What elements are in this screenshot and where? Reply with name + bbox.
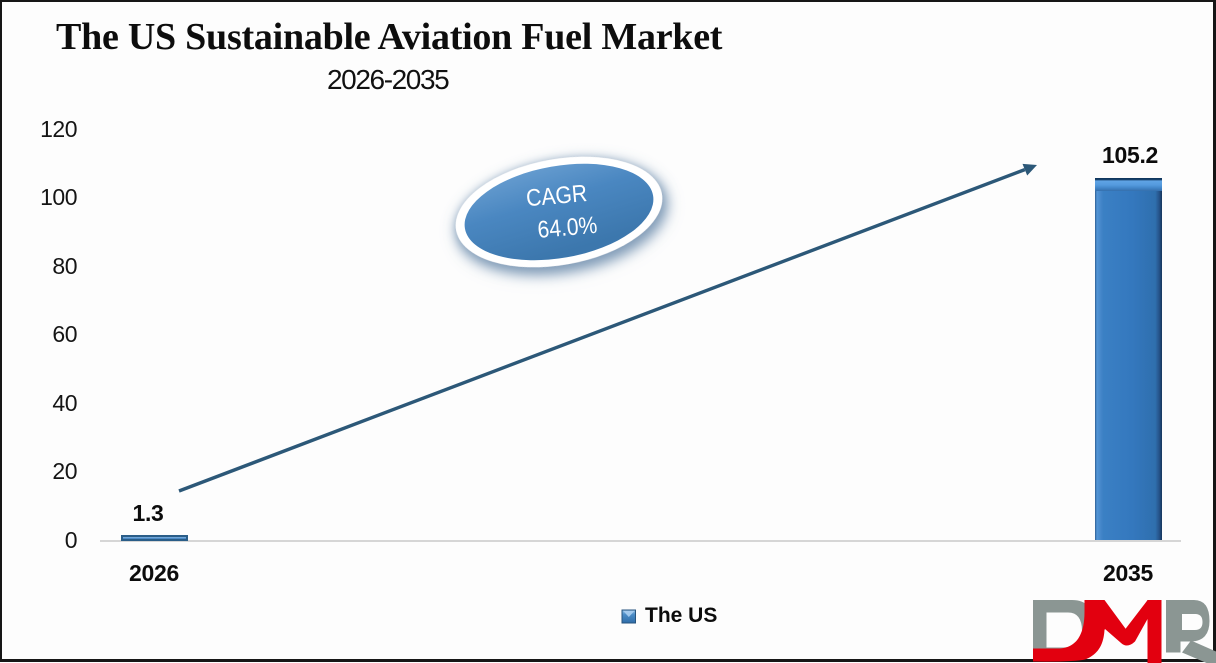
svg-text:64.0%: 64.0%: [536, 212, 598, 244]
svg-text:CAGR: CAGR: [525, 180, 588, 212]
